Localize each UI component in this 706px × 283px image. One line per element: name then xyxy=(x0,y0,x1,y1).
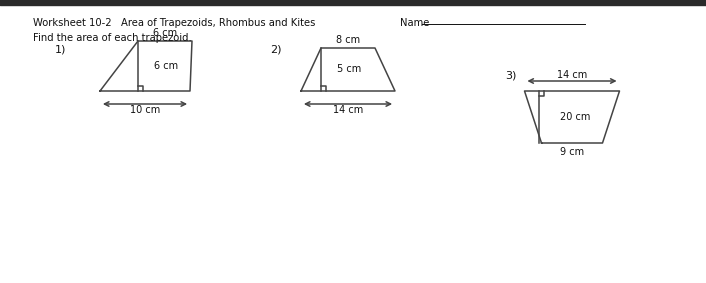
Text: 5 cm: 5 cm xyxy=(337,65,361,74)
Text: 6 cm: 6 cm xyxy=(154,61,178,71)
Text: 6 cm: 6 cm xyxy=(153,28,177,38)
Text: 20 cm: 20 cm xyxy=(561,112,591,122)
Text: 9 cm: 9 cm xyxy=(560,147,584,157)
Text: 2): 2) xyxy=(270,45,282,55)
Text: Worksheet 10-2   Area of Trapezoids, Rhombus and Kites: Worksheet 10-2 Area of Trapezoids, Rhomb… xyxy=(33,18,316,28)
Text: 1): 1) xyxy=(55,45,66,55)
Text: 8 cm: 8 cm xyxy=(336,35,360,45)
Text: 3): 3) xyxy=(505,71,516,81)
Text: Find the area of each trapezoid.: Find the area of each trapezoid. xyxy=(33,33,192,43)
Text: Name: Name xyxy=(400,18,429,28)
Text: 14 cm: 14 cm xyxy=(557,70,587,80)
Text: 14 cm: 14 cm xyxy=(333,105,363,115)
Text: 10 cm: 10 cm xyxy=(130,105,160,115)
